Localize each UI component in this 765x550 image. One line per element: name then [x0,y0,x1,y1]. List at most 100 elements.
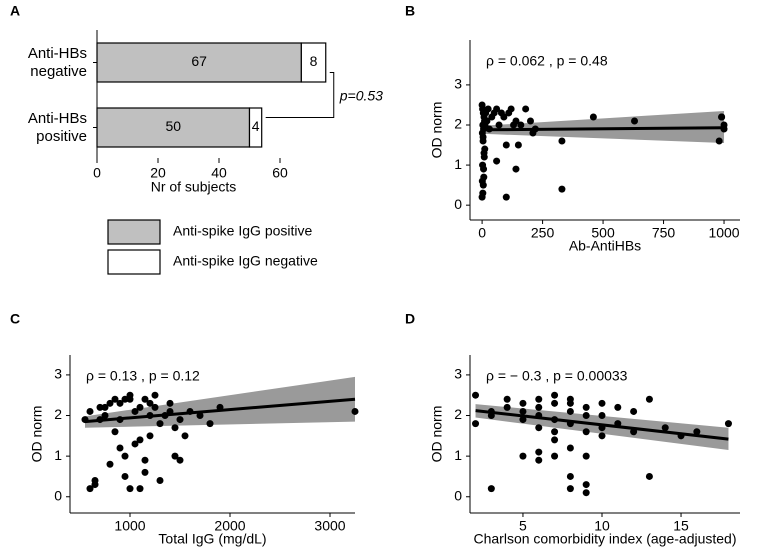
point [146,432,154,440]
confidence-band [482,110,725,144]
x-tick-label: 1000 [114,518,145,534]
point [645,472,653,480]
point [206,420,214,428]
point [106,460,114,468]
bar-value-label: 67 [191,53,207,69]
point [512,117,520,125]
bar-segment [96,107,251,148]
y-tick-label: 2 [454,406,462,422]
point [558,185,566,193]
point [502,193,510,201]
point [566,444,574,452]
point [535,456,543,464]
point [535,403,543,411]
point [551,428,559,436]
point [551,452,559,460]
point [519,452,527,460]
x-tick-label: 250 [531,225,555,241]
point [507,105,515,113]
point [598,432,606,440]
point [551,436,559,444]
point [718,113,726,121]
point [151,391,159,399]
y-tick-label: 0 [454,487,462,503]
y-tick-label: 0 [54,487,62,503]
point [519,399,527,407]
point [351,407,359,415]
point [514,141,522,149]
point [176,456,184,464]
point [146,399,154,407]
bar-value-label: 4 [252,118,260,134]
point [582,489,590,497]
point [693,428,701,436]
point [480,165,488,173]
x-tick-label: 10 [594,518,610,534]
point [176,416,184,424]
point [519,407,527,415]
panel-label: B [405,3,415,19]
point [645,395,653,403]
point [131,440,139,448]
point [535,395,543,403]
point [101,412,109,420]
point [558,137,566,145]
point [101,403,109,411]
x-tick-label: 1000 [708,225,739,241]
x-tick-label: 500 [591,225,615,241]
point [551,399,559,407]
point [181,432,189,440]
panel-label: C [10,311,20,327]
point [519,416,527,424]
point [582,481,590,489]
bar-segment [248,107,263,148]
point [141,395,149,403]
point [126,395,134,403]
y-tick-label: 2 [454,116,462,132]
point [86,485,94,493]
y-tick-label: 3 [54,366,62,382]
legend-label: Anti-spike IgG positive [173,223,312,239]
x-tick-label: 40 [211,165,227,181]
x-tick-label: 2000 [214,518,245,534]
point [136,436,144,444]
point [582,428,590,436]
point [715,137,723,145]
point [582,403,590,411]
point [111,428,119,436]
point [566,407,574,415]
point [121,472,129,480]
p-value-annotation: p=0.53 [339,88,383,104]
x-tick-label: 15 [673,518,689,534]
point [136,403,144,411]
point [502,141,510,149]
point [661,424,669,432]
point [484,105,492,113]
legend-swatch [107,249,161,275]
regression-line [482,126,725,132]
x-tick-label: 60 [272,165,288,181]
point [106,399,114,407]
y-axis-title: OD norm [29,406,45,463]
point [196,412,204,420]
point [598,399,606,407]
point [131,407,139,415]
y-tick-label: 3 [454,76,462,92]
point [566,399,574,407]
y-tick-label: 1 [54,447,62,463]
point [630,407,638,415]
point [121,395,129,403]
point [472,420,480,428]
x-axis-title: Total IgG (mg/dL) [158,531,266,547]
point [535,448,543,456]
point [478,177,486,185]
regression-line [475,409,729,441]
point [589,113,597,121]
point [126,485,134,493]
point [472,391,480,399]
point [151,403,159,411]
panel-label: D [405,311,415,327]
point [614,403,622,411]
